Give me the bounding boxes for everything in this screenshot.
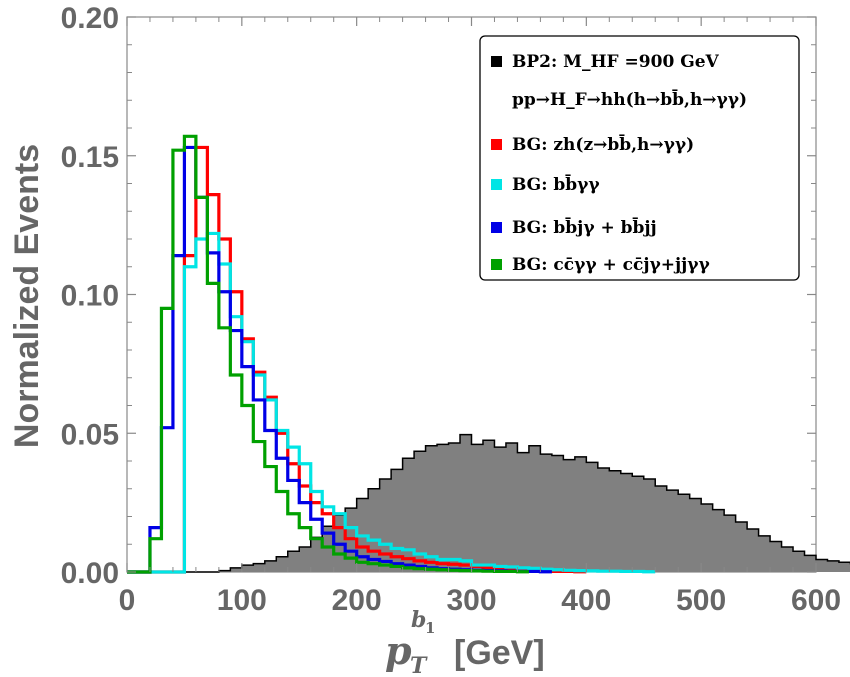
series-4 <box>127 134 529 574</box>
legend-label-process: pp→H_F→hh(h→bb̄,h→γγ) <box>512 89 747 110</box>
legend-label-ccaa: BG: cc̄γγ + cc̄jγ+jjγγ <box>512 255 710 275</box>
x-axis-title-sup-sub-1: 1 <box>425 619 435 637</box>
x-tick-label: 100 <box>217 584 267 617</box>
legend-label-bbja: BG: bb̄jγ + bb̄jj <box>512 217 657 238</box>
x-axis-title: p T b 1 [GeV] <box>385 607 545 677</box>
x-tick-label: 400 <box>561 584 611 617</box>
legend: BP2: M_HF =900 GeV pp→H_F→hh(h→bb̄,h→γγ)… <box>479 35 800 281</box>
x-axis-title-sub-t: T <box>410 653 428 677</box>
legend-label-zh: BG: zh(z→bb̄,h→γγ) <box>512 134 694 155</box>
axis-layer: 0 100 200 300 400 500 600 0.00 0.05 0.10 0.15 0.20 <box>61 2 841 617</box>
legend-box <box>479 35 800 281</box>
x-axis-title-p: p <box>385 628 412 673</box>
series-0-outline <box>127 433 850 573</box>
x-tick-label: 600 <box>791 584 841 617</box>
legend-label-bbaa: BG: bb̄γγ <box>512 174 600 195</box>
x-tick-label: 0 <box>119 584 136 617</box>
x-axis-title-sup-b: b <box>411 607 426 633</box>
legend-swatch-bbaa <box>491 179 502 190</box>
x-axis-title-unit: [GeV] <box>454 634 545 672</box>
x-tick-label: 200 <box>332 584 382 617</box>
y-tick-label: 0.15 <box>61 141 119 174</box>
legend-swatch-zh <box>491 139 502 150</box>
y-tick-label: 0.00 <box>61 557 119 590</box>
series-0 <box>127 433 850 573</box>
legend-swatch-bbja <box>491 222 502 233</box>
y-tick-label: 0.05 <box>61 418 119 451</box>
y-tick-label: 0.20 <box>61 2 119 35</box>
x-tick-label: 500 <box>676 584 726 617</box>
y-axis-title: Normalized Events <box>8 144 46 448</box>
legend-label-bp2: BP2: M_HF =900 GeV <box>512 52 720 72</box>
series-0-fill <box>127 434 850 572</box>
series-4-line <box>127 134 529 574</box>
y-tick-label: 0.10 <box>61 280 119 313</box>
x-tick-label: 300 <box>446 584 496 617</box>
legend-swatch-bp2 <box>491 56 502 67</box>
legend-swatch-ccaa <box>491 259 502 270</box>
